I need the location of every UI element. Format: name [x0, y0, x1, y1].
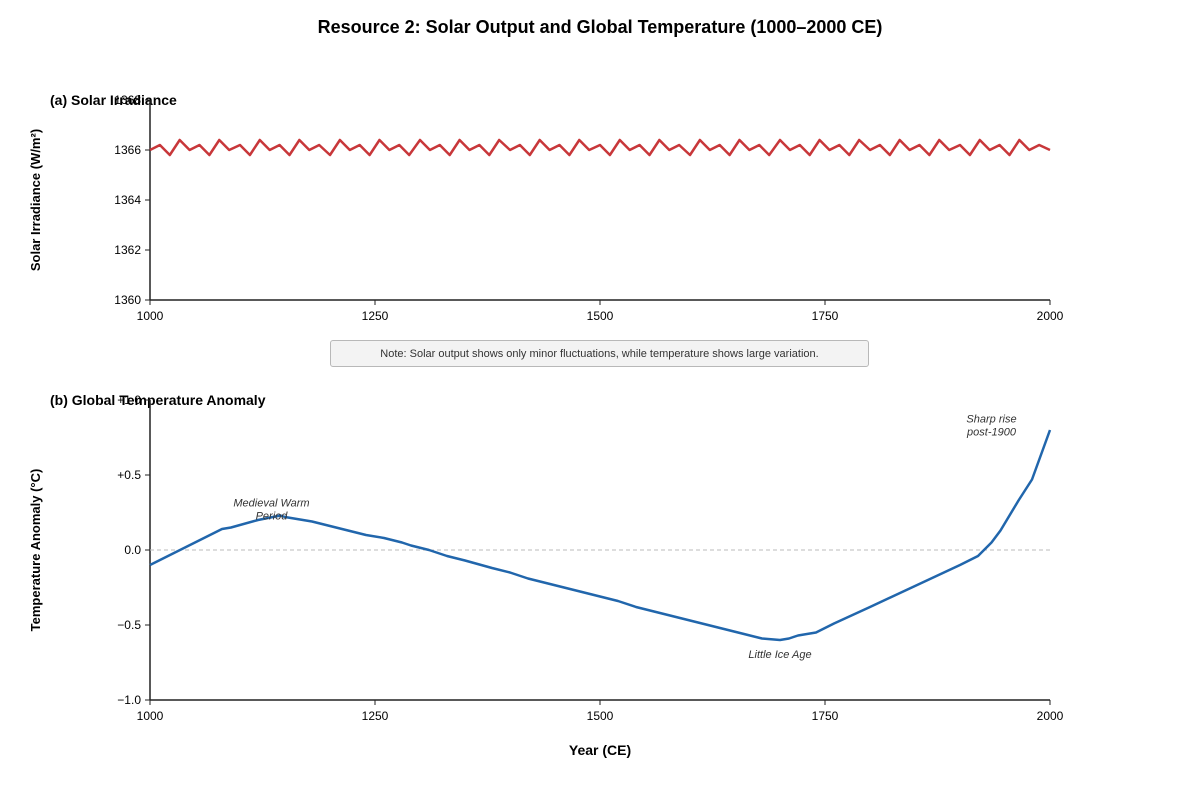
temperature-line — [149, 429, 1052, 642]
panel-0-x-tick-label: 1750 — [812, 309, 839, 323]
panel-1-x-tick-label: 2000 — [1037, 709, 1064, 723]
panel-a-label: (a) Solar Irradiance — [50, 92, 177, 108]
panel-1-y-tick-label: +0.5 — [117, 468, 141, 482]
panel-1-y-tick-label: −0.5 — [117, 618, 141, 632]
panel-0-x-tick-label: 2000 — [1037, 309, 1064, 323]
panel-0-x-tick-label: 1500 — [587, 309, 614, 323]
panel-1-y-tick-label: −1.0 — [117, 693, 141, 707]
chart-note: Note: Solar output shows only minor fluc… — [330, 340, 869, 367]
panel-1-y-tick-label: +1.0 — [117, 393, 141, 407]
annotation-line: post-1900 — [966, 427, 1017, 439]
panel-1-y-tick-label: 0.0 — [124, 543, 141, 557]
panel-0-x-tick-label: 1250 — [362, 309, 389, 323]
annotation-line: Period — [256, 511, 289, 523]
annotation-line: Medieval Warm — [233, 498, 309, 510]
panel-1-x-tick-label: 1000 — [137, 709, 164, 723]
annotation-label: Little Ice Age — [748, 649, 811, 661]
annotation-label: Medieval Warm Period — [233, 498, 309, 523]
panel-b-label: (b) Global Temperature Anomaly — [50, 392, 266, 408]
panel-0-y-tick-label: 1368 — [114, 93, 141, 107]
solar-line — [149, 138, 1051, 157]
panel-0-y-tick-label: 1362 — [114, 243, 141, 257]
panel-1-x-tick-label: 1500 — [587, 709, 614, 723]
panel-0-y-tick-label: 1360 — [114, 293, 141, 307]
panel-1-x-tick-label: 1250 — [362, 709, 389, 723]
panel-b-ylabel: Temperature Anomaly (°C) — [28, 469, 43, 632]
annotation-line: Little Ice Age — [748, 649, 811, 661]
x-axis-label: Year (CE) — [569, 742, 631, 758]
annotation-label: Sharp rise post-1900 — [966, 414, 1017, 439]
chart-title: Resource 2: Solar Output and Global Temp… — [317, 17, 883, 37]
panel-0-y-tick-label: 1364 — [114, 193, 141, 207]
panel-1-x-tick-label: 1750 — [812, 709, 839, 723]
annotation-line: Sharp rise — [966, 414, 1016, 426]
panel-0-x-tick-label: 1000 — [137, 309, 164, 323]
panel-a-ylabel: Solar Irradiance (W/m²) — [28, 129, 43, 271]
panel-0-y-tick-label: 1366 — [114, 143, 141, 157]
